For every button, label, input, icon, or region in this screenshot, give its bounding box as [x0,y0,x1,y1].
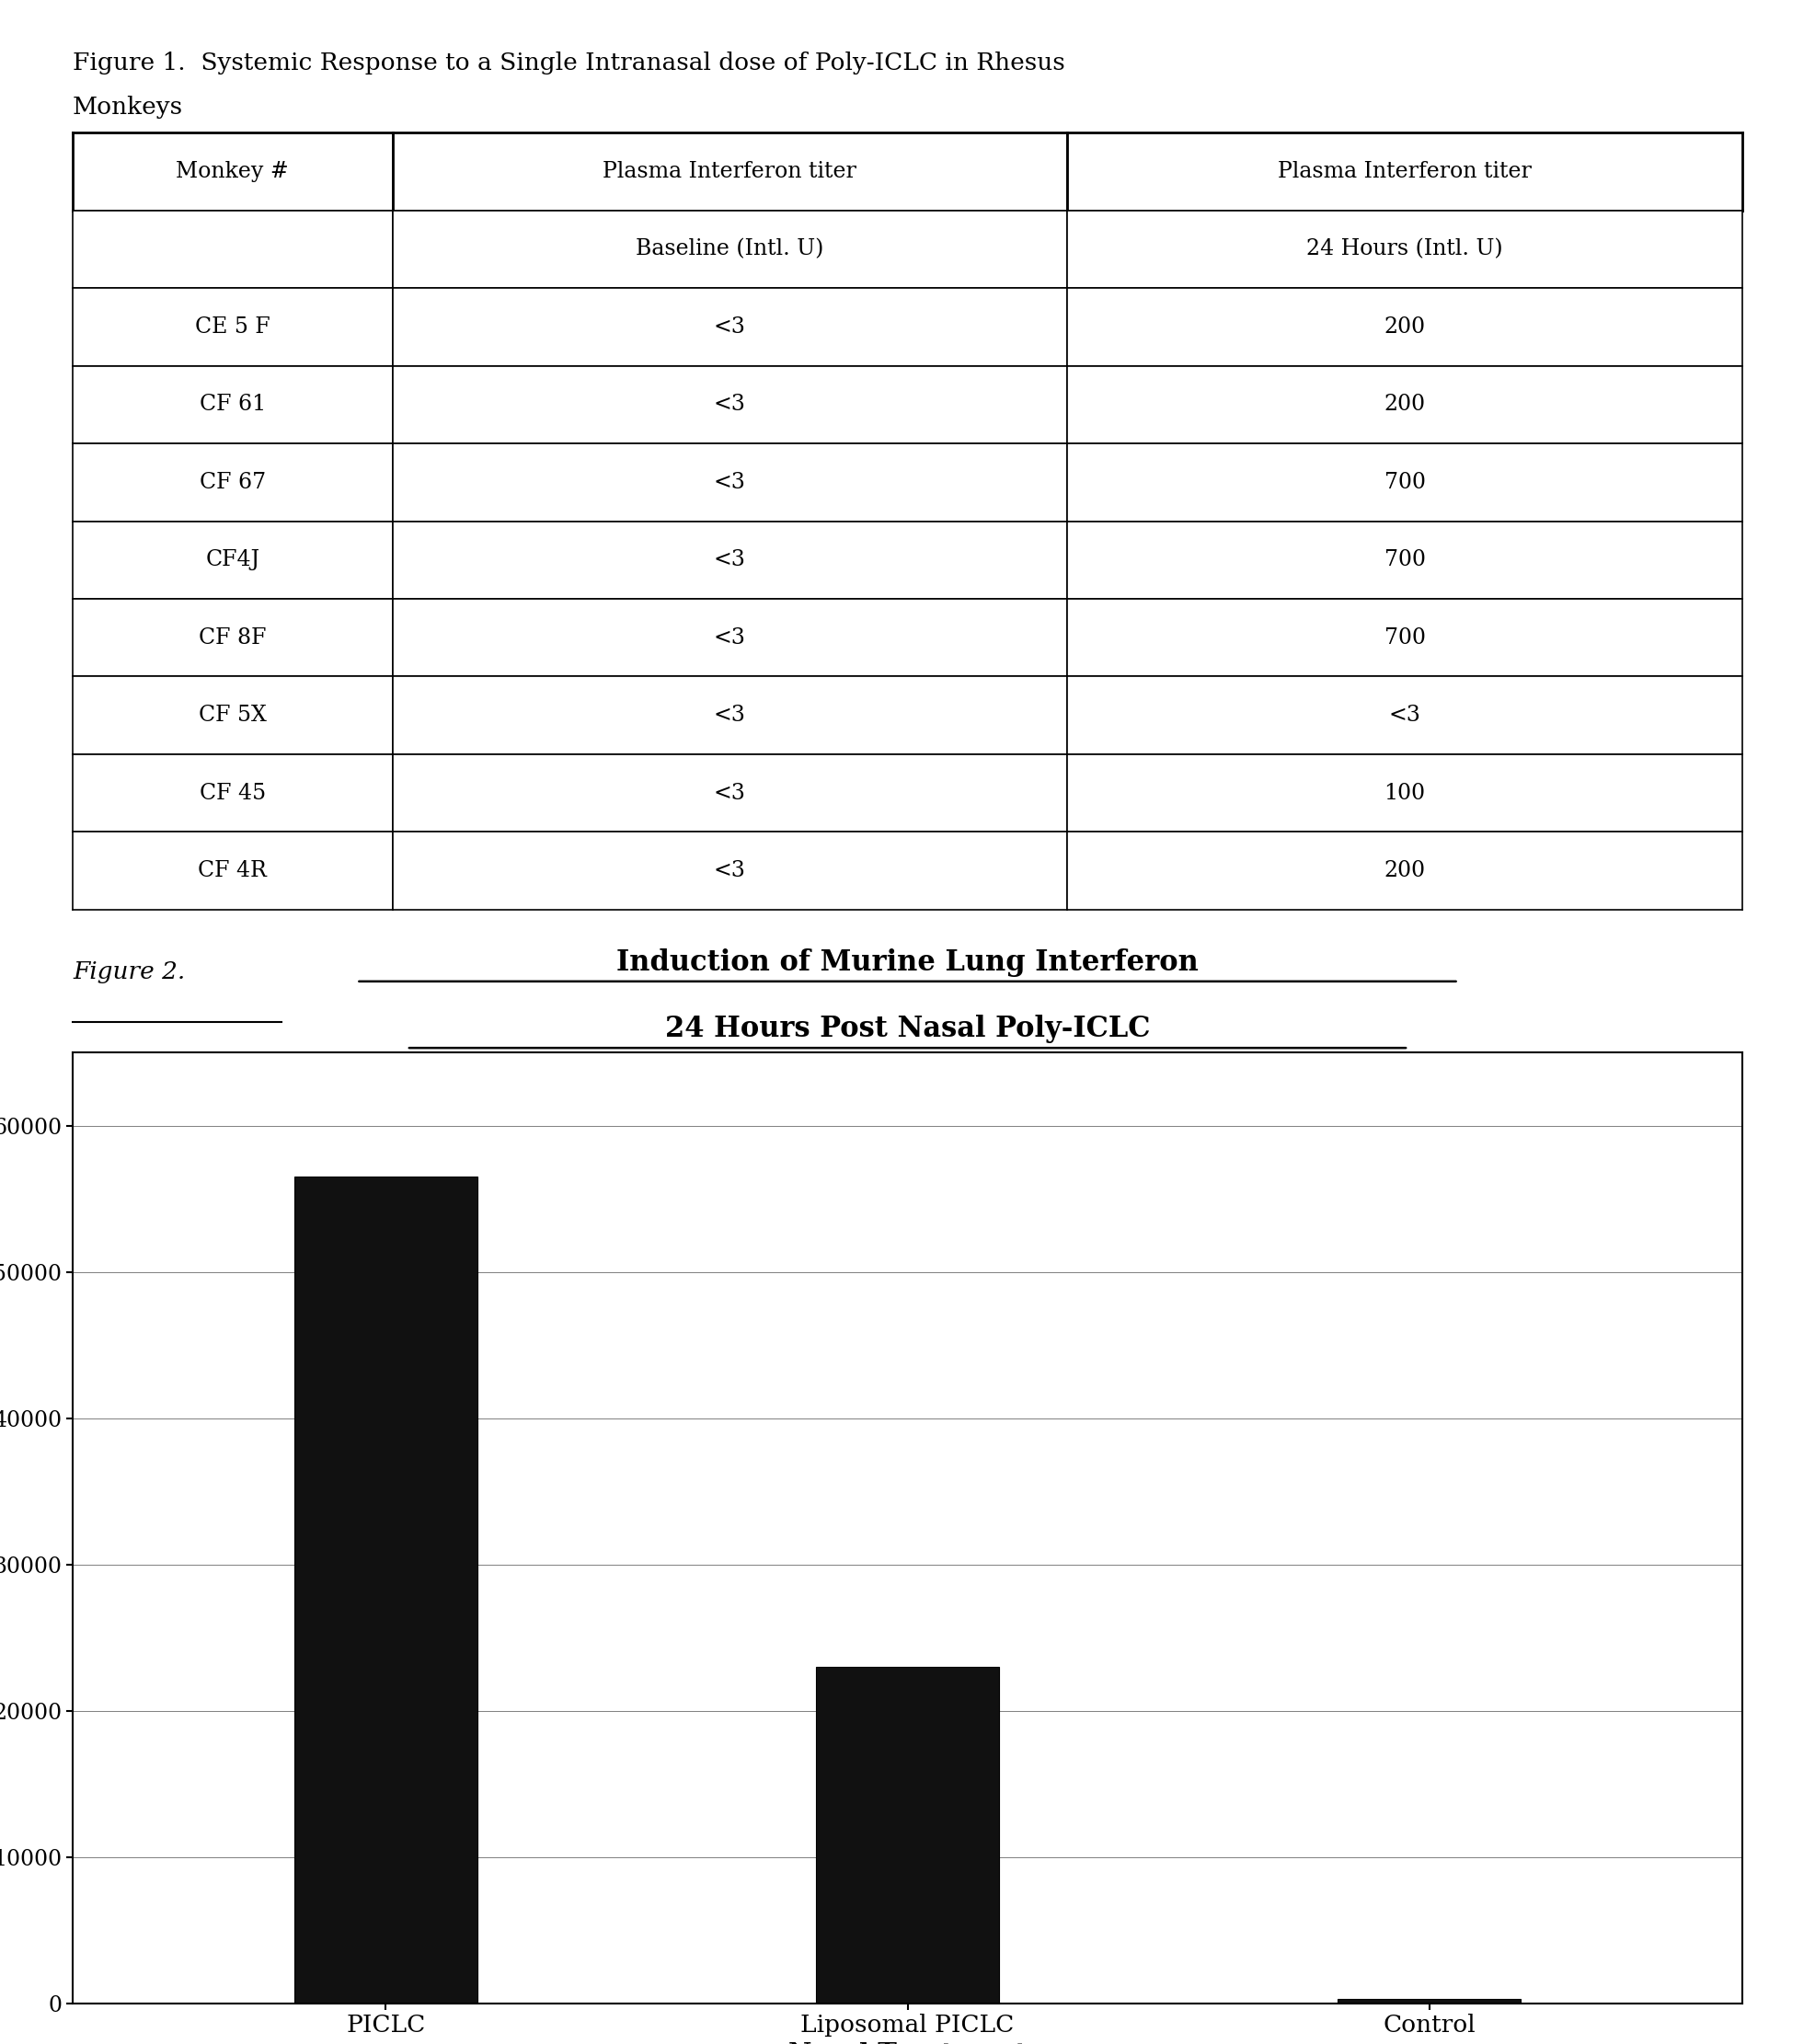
Text: Induction of Murine Lung Interferon: Induction of Murine Lung Interferon [617,948,1198,977]
Text: Figure 2.: Figure 2. [73,961,185,983]
Text: CF 45: CF 45 [200,783,265,803]
Text: <3: <3 [713,317,746,337]
Text: <3: <3 [713,861,746,881]
Text: 24 Hours Post Nasal Poly-ICLC: 24 Hours Post Nasal Poly-ICLC [664,1014,1151,1042]
Text: CF4J: CF4J [205,550,260,570]
Text: <3: <3 [713,394,746,415]
Text: <3: <3 [713,705,746,726]
Text: Monkeys: Monkeys [73,96,183,119]
Text: <3: <3 [713,550,746,570]
Text: 200: 200 [1385,861,1425,881]
Text: 24 Hours (Intl. U): 24 Hours (Intl. U) [1307,239,1503,260]
Text: <3: <3 [713,472,746,493]
Text: Plasma Interferon titer: Plasma Interferon titer [603,161,857,182]
Text: Figure 1.  Systemic Response to a Single Intranasal dose of Poly-ICLC in Rhesus: Figure 1. Systemic Response to a Single … [73,51,1065,74]
Text: Baseline (Intl. U): Baseline (Intl. U) [635,239,824,260]
Text: CE 5 F: CE 5 F [194,317,270,337]
Text: 200: 200 [1385,317,1425,337]
Text: <3: <3 [1388,705,1421,726]
Text: CF 67: CF 67 [200,472,265,493]
Text: 700: 700 [1385,628,1425,648]
Bar [817,1666,998,2003]
Text: 200: 200 [1385,394,1425,415]
Bar [294,1177,477,2003]
Bar [1338,1999,1521,2003]
Text: <3: <3 [713,628,746,648]
Text: CF 5X: CF 5X [198,705,267,726]
Text: 700: 700 [1385,472,1425,493]
Text: 700: 700 [1385,550,1425,570]
Text: CF 4R: CF 4R [198,861,267,881]
Text: Plasma Interferon titer: Plasma Interferon titer [1278,161,1532,182]
Text: CF 61: CF 61 [200,394,265,415]
Text: 100: 100 [1385,783,1425,803]
Text: CF 8F: CF 8F [198,628,267,648]
Text: Monkey #: Monkey # [176,161,289,182]
Text: <3: <3 [713,783,746,803]
